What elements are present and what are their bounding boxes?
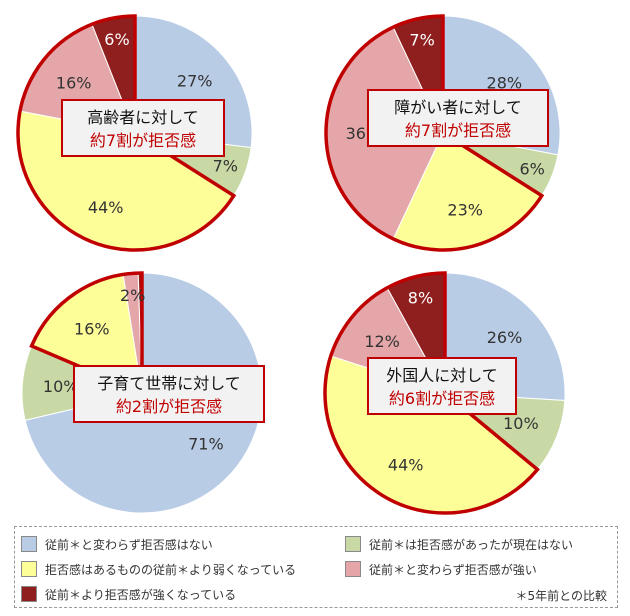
data-label: 10% xyxy=(503,414,539,433)
callout-subtitle: 約7割が拒否感 xyxy=(405,121,511,140)
callout-box xyxy=(367,357,517,415)
data-label: 44% xyxy=(88,198,124,217)
data-label: 23% xyxy=(447,200,483,219)
callout-subtitle: 約2割が拒否感 xyxy=(116,397,222,416)
callout-title: 高齢者に対して xyxy=(87,108,199,127)
legend: 従前＊と変わらず拒否感はない 従前＊は拒否感があったが現在はない 拒否感はあるも… xyxy=(14,526,618,608)
callout-subtitle: 約6割が拒否感 xyxy=(389,389,495,408)
callout-title: 外国人に対して xyxy=(386,366,498,385)
data-label: 12% xyxy=(364,332,400,351)
legend-swatch xyxy=(345,561,361,577)
legend-item-no-change-strong: 従前＊と変わらず拒否感が強い xyxy=(345,560,537,578)
callout-box xyxy=(367,89,549,147)
refusal-highlight-outline xyxy=(29,271,144,396)
data-label: 16% xyxy=(74,320,110,339)
legend-swatch xyxy=(21,536,37,552)
callout-title: 子育て世帯に対して xyxy=(97,374,241,393)
data-label: 6% xyxy=(104,30,129,49)
refusal-highlight-outline xyxy=(16,14,237,252)
legend-label: 従前＊は拒否感があったが現在はない xyxy=(369,537,574,552)
data-label: 10% xyxy=(43,377,79,396)
data-label: 2% xyxy=(120,286,145,305)
data-label: 8% xyxy=(408,289,433,308)
legend-label: 従前＊より拒否感が強くなっている xyxy=(45,587,237,602)
data-label: 26% xyxy=(487,328,523,347)
legend-item-stronger: 従前＊より拒否感が強くなっている xyxy=(21,585,236,603)
data-label: 7% xyxy=(409,30,434,49)
data-label: 7% xyxy=(213,157,238,176)
refusal-highlight-outline xyxy=(323,271,540,515)
legend-label: 従前＊と変わらず拒否感が強い xyxy=(369,562,537,577)
data-label: 28% xyxy=(487,73,523,92)
legend-label: 拒否感はあるものの従前＊より弱くなっている xyxy=(45,562,297,577)
callout-box xyxy=(61,99,225,157)
callout-title: 障がい者に対して xyxy=(394,98,522,117)
data-label: 71% xyxy=(188,435,224,454)
legend-label: 従前＊と変わらず拒否感はない xyxy=(45,537,213,552)
refusal-highlight-outline xyxy=(324,14,545,252)
legend-item-no-change-none: 従前＊と変わらず拒否感はない xyxy=(21,535,213,553)
legend-swatch xyxy=(345,536,361,552)
data-label: 16% xyxy=(56,73,92,92)
legend-swatch xyxy=(21,561,37,577)
legend-item-weaker: 拒否感はあるものの従前＊より弱くなっている xyxy=(21,560,296,578)
data-label: 44% xyxy=(388,456,424,475)
callout-subtitle: 約7割が拒否感 xyxy=(90,131,196,150)
data-label: 6% xyxy=(520,159,545,178)
data-label: 27% xyxy=(177,71,213,90)
legend-item-none-now: 従前＊は拒否感があったが現在はない xyxy=(345,535,573,553)
footnote: ＊5年前との比較 xyxy=(515,589,607,603)
legend-swatch xyxy=(21,586,37,602)
callout-box xyxy=(73,365,265,423)
